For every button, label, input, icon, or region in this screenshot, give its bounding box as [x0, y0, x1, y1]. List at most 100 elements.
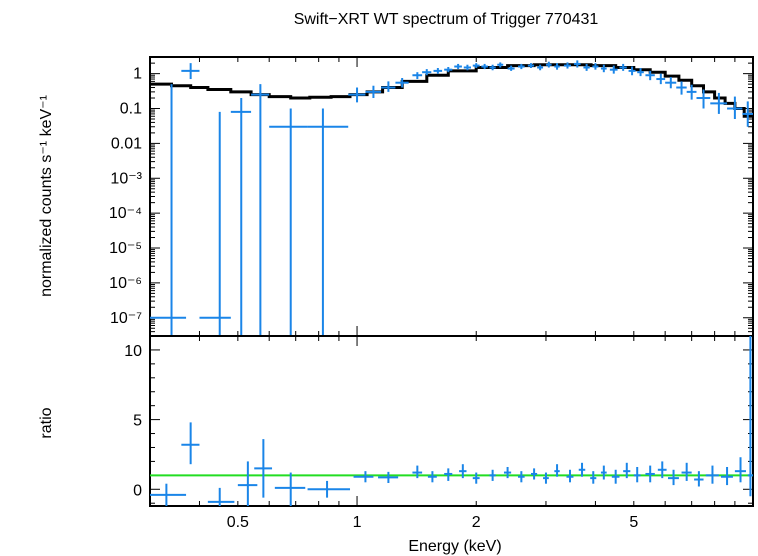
data-point	[628, 66, 636, 76]
x-tick-label: 5	[629, 514, 638, 531]
data-point	[527, 63, 535, 69]
ratio-point	[633, 466, 641, 483]
ratio-frame	[149, 335, 754, 507]
y-tick-label-spectrum: 10⁻⁶	[109, 275, 142, 292]
ratio-point	[566, 469, 574, 483]
ratio-point	[518, 471, 525, 483]
ratio-point	[530, 468, 538, 480]
spectrum-panel: 1 0.1 0.01 10⁻³ 10⁻⁴ 10⁻⁵ 10⁻⁶ 10⁻⁷	[109, 56, 754, 506]
ratio-point	[543, 472, 549, 484]
ratio-point	[600, 465, 607, 480]
ratio-panel: 0 5 10 0.5 1 2 5	[124, 335, 754, 531]
y-tick-label-ratio: 0	[133, 482, 142, 499]
data-point	[454, 63, 462, 70]
ratio-point	[181, 422, 200, 465]
data-point	[696, 89, 711, 109]
ratio-point	[554, 464, 560, 477]
y-tick-label-ratio: 5	[133, 413, 142, 430]
data-point	[742, 101, 753, 127]
data-point	[537, 64, 544, 71]
ratio-point	[307, 480, 351, 498]
data-point	[583, 63, 590, 71]
ratio-point	[667, 469, 679, 486]
ratio-point	[694, 471, 704, 487]
data-point	[269, 108, 308, 336]
data-point	[518, 63, 525, 70]
ratio-point	[705, 465, 719, 484]
data-point	[609, 65, 618, 74]
ratio-point	[274, 472, 306, 506]
data-point	[710, 92, 728, 114]
data-point	[481, 63, 488, 70]
data-point	[251, 84, 270, 336]
data-point	[676, 81, 687, 95]
data-point	[600, 64, 607, 73]
data-point	[563, 62, 571, 69]
ratio-point	[207, 487, 235, 506]
y-axis-label-spectrum: normalized counts s⁻¹ keV⁻¹	[38, 95, 55, 297]
data-point	[645, 70, 655, 81]
ratio-point	[623, 462, 631, 479]
y-tick-label-spectrum: 10⁻⁷	[110, 310, 142, 327]
data-point	[230, 98, 252, 336]
y-axis-label-ratio: ratio	[38, 407, 55, 438]
data-point	[573, 60, 581, 68]
data-point	[307, 108, 349, 336]
ratio-point	[412, 465, 423, 479]
data-point	[181, 63, 200, 80]
data-point	[472, 63, 480, 69]
x-tick-label: 1	[353, 514, 362, 531]
data-point	[412, 72, 423, 80]
data-point	[619, 63, 627, 71]
ratio-point	[459, 464, 467, 479]
ratio-point	[734, 457, 746, 483]
ratio-point	[503, 466, 512, 479]
data-point	[497, 62, 504, 68]
ratio-point	[611, 469, 620, 484]
ratio-point	[237, 461, 258, 506]
y-tick-label-spectrum: 1	[133, 66, 142, 83]
x-tick-label: 0.5	[227, 514, 249, 531]
ratio-point	[150, 483, 187, 506]
data-point	[444, 67, 453, 73]
data-point	[665, 77, 677, 89]
ratio-point	[747, 336, 753, 497]
y-tick-label-spectrum: 0.1	[120, 101, 142, 118]
data-point	[463, 64, 471, 71]
y-tick-label-spectrum: 10⁻⁵	[109, 240, 142, 257]
data-point	[554, 63, 560, 70]
data-point	[433, 68, 443, 74]
data-point	[489, 64, 496, 71]
chart-title: Swift−XRT WT spectrum of Trigger 770431	[294, 11, 599, 28]
ratio-point	[590, 471, 597, 484]
ratio-point	[254, 439, 273, 498]
data-point	[395, 77, 409, 88]
ratio-point	[427, 471, 437, 483]
y-tick-label-spectrum: 0.01	[111, 135, 142, 152]
data-point	[199, 111, 231, 336]
data-point	[507, 65, 515, 71]
ratio-point	[378, 471, 399, 484]
ratio-point	[353, 471, 374, 483]
x-axis-label: Energy (keV)	[408, 538, 501, 555]
data-point	[545, 61, 552, 68]
ratio-point	[645, 465, 655, 483]
data-point	[727, 96, 743, 120]
x-tick-label: 2	[472, 514, 481, 531]
ratio-point	[444, 468, 453, 481]
data-point	[637, 68, 644, 77]
y-tick-label-ratio: 10	[124, 343, 142, 360]
ratio-point	[681, 462, 692, 481]
y-tick-label-spectrum: 10⁻³	[110, 170, 142, 187]
data-point	[656, 73, 666, 85]
data-point	[686, 84, 697, 100]
data-point	[348, 87, 366, 103]
data-point	[592, 63, 599, 70]
ratio-point	[489, 469, 496, 481]
ratio-point	[472, 472, 480, 484]
data-point	[365, 85, 382, 99]
ratio-point	[578, 462, 586, 477]
y-tick-label-spectrum: 10⁻⁴	[109, 205, 142, 222]
ratio-point	[720, 466, 733, 486]
